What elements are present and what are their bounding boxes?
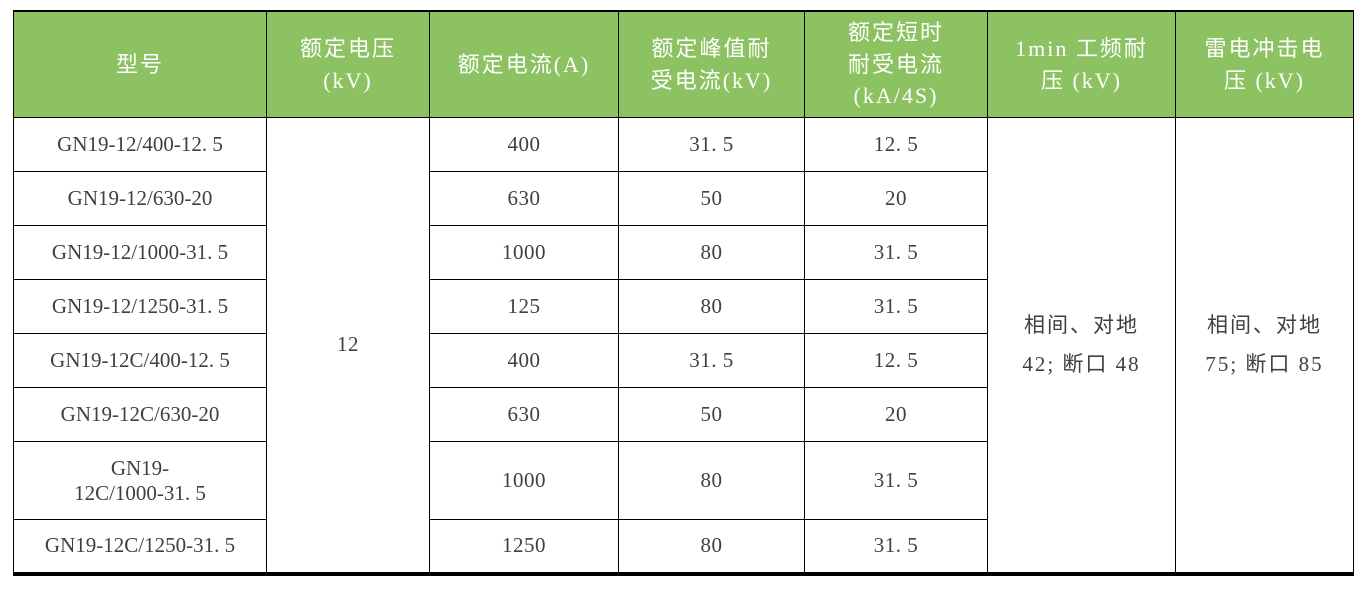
table-row: GN19- 12C/1000-31. 5 1000 80 31. 5 [13, 441, 1354, 520]
table-row: GN19-12C/630-20 630 50 20 [13, 387, 1354, 442]
table-row: GN19-12C/1250-31. 5 1250 80 31. 5 [13, 519, 1354, 574]
header-row: 型号 额定电压 (kV) 额定电流(A) 额定峰值耐 受电流(kV) 额定短时 … [13, 10, 1354, 118]
table-row: GN19-12/630-20 630 50 20 [13, 171, 1354, 226]
cell-short-time: 31. 5 [804, 441, 988, 520]
cell-model: GN19- 12C/1000-31. 5 [13, 441, 267, 520]
cell-current: 400 [429, 117, 619, 172]
cell-short-time: 12. 5 [804, 117, 988, 172]
cell-peak: 50 [618, 171, 805, 226]
cell-peak: 31. 5 [618, 333, 805, 388]
cell-current: 1000 [429, 441, 619, 520]
header-lightning-impulse: 雷电冲击电 压 (kV) [1175, 10, 1354, 118]
cell-short-time: 31. 5 [804, 225, 988, 280]
cell-model: GN19-12/1250-31. 5 [13, 279, 267, 334]
cell-short-time: 31. 5 [804, 519, 988, 574]
header-short-time: 额定短时 耐受电流 (kA/4S) [804, 10, 988, 118]
cell-peak: 80 [618, 279, 805, 334]
cell-model: GN19-12C/1250-31. 5 [13, 519, 267, 574]
cell-current: 125 [429, 279, 619, 334]
table-row: GN19-12C/400-12. 5 400 31. 5 12. 5 [13, 333, 1354, 388]
cell-current: 1000 [429, 225, 619, 280]
cell-peak: 80 [618, 225, 805, 280]
cell-model: GN19-12/1000-31. 5 [13, 225, 267, 280]
header-rated-voltage: 额定电压 (kV) [266, 10, 430, 118]
header-power-frequency: 1min 工频耐 压 (kV) [987, 10, 1176, 118]
cell-current: 1250 [429, 519, 619, 574]
cell-model: GN19-12C/400-12. 5 [13, 333, 267, 388]
cell-lightning-impulse: 相间、对地 75; 断口 85 [1175, 117, 1354, 574]
cell-current: 400 [429, 333, 619, 388]
table-row: GN19-12/1000-31. 5 1000 80 31. 5 [13, 225, 1354, 280]
header-peak-withstand: 额定峰值耐 受电流(kV) [618, 10, 805, 118]
cell-power-frequency: 相间、对地 42; 断口 48 [987, 117, 1176, 574]
cell-short-time: 20 [804, 387, 988, 442]
header-model: 型号 [13, 10, 267, 118]
cell-short-time: 31. 5 [804, 279, 988, 334]
cell-current: 630 [429, 171, 619, 226]
cell-model: GN19-12C/630-20 [13, 387, 267, 442]
table-row: GN19-12/400-12. 5 12 400 31. 5 12. 5 相间、… [13, 117, 1354, 574]
cell-rated-voltage: 12 [266, 117, 430, 574]
cell-model: GN19-12/630-20 [13, 171, 267, 226]
spec-table: 型号 额定电压 (kV) 额定电流(A) 额定峰值耐 受电流(kV) 额定短时 … [13, 10, 1354, 576]
cell-peak: 31. 5 [618, 117, 805, 172]
cell-model: GN19-12/400-12. 5 [13, 117, 267, 172]
cell-peak: 80 [618, 519, 805, 574]
cell-current: 630 [429, 387, 619, 442]
table-row: GN19-12/1250-31. 5 125 80 31. 5 [13, 279, 1354, 334]
cell-peak: 50 [618, 387, 805, 442]
cell-peak: 80 [618, 441, 805, 520]
cell-short-time: 12. 5 [804, 333, 988, 388]
cell-short-time: 20 [804, 171, 988, 226]
header-rated-current: 额定电流(A) [429, 10, 619, 118]
